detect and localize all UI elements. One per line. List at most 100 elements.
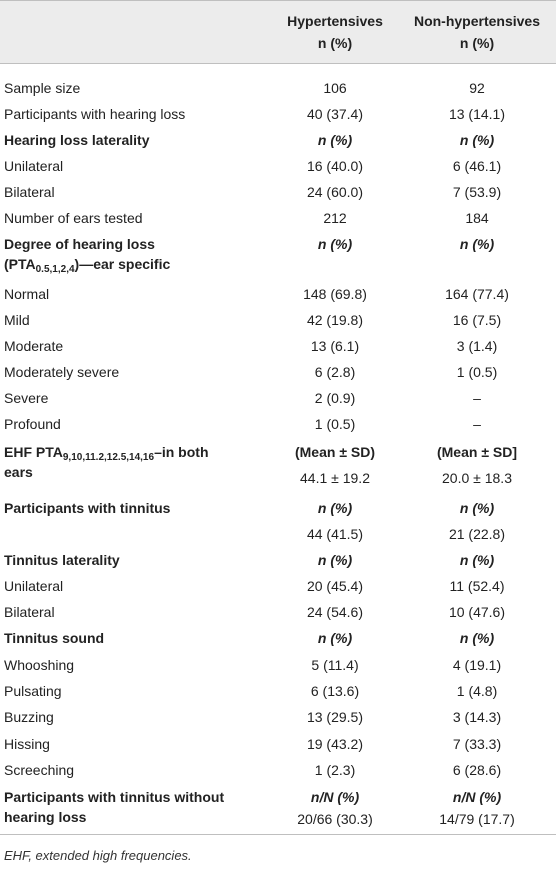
section-unit-hypertensives: n (%) [317, 132, 353, 148]
row-label: Hissing [4, 736, 50, 752]
section-unit-hypertensives: n (%) [317, 236, 353, 252]
row-label: Unilateral [4, 578, 64, 594]
header-non-hypertensives-title: Non-hypertensives [413, 13, 541, 29]
row-label: Mild [4, 312, 30, 328]
row-label: Moderate [4, 338, 64, 354]
row-value-hypertensives: 1 (0.5) [314, 416, 356, 432]
row-label: Unilateral [4, 158, 64, 174]
row-value-hypertensives: 106 [323, 80, 347, 96]
section-label: Participants with tinnitus without heari… [4, 787, 264, 827]
row-value-non-hypertensives: 10 (47.6) [448, 604, 506, 620]
row-value-hypertensives: 19 (43.2) [306, 736, 364, 752]
row-value-non-hypertensives: 6 (46.1) [452, 158, 502, 174]
row-value-hypertensives: 42 (19.8) [306, 312, 364, 328]
row-label: Pulsating [4, 683, 62, 699]
section-unit-hypertensives: n/N (%) [310, 789, 360, 805]
section-unit-non-hypertensives: n (%) [459, 500, 495, 516]
row-value-non-hypertensives: 184 [465, 210, 489, 226]
row-label: Buzzing [4, 709, 54, 725]
row-label: Profound [4, 416, 61, 432]
section-unit-hypertensives: n (%) [317, 552, 353, 568]
row-value-non-hypertensives: 21 (22.8) [448, 526, 506, 542]
row-value-non-hypertensives: 16 (7.5) [452, 312, 502, 328]
section-label: Hearing loss laterality [4, 132, 150, 148]
row-label: Participants with hearing loss [4, 106, 186, 122]
section-label-suffix: –in both [154, 444, 209, 460]
section-unit-non-hypertensives: (Mean ± SD] [436, 444, 518, 460]
row-value-hypertensives: 6 (2.8) [314, 364, 356, 380]
header-hypertensives-title: Hypertensives [287, 13, 383, 29]
row-value-non-hypertensives: 1 (4.8) [456, 683, 498, 699]
row-value-hypertensives: 13 (6.1) [310, 338, 360, 354]
table-header [0, 1, 556, 63]
section-label-line2: ears [4, 464, 33, 480]
section-unit-hypertensives: (Mean ± SD) [294, 444, 376, 460]
table-top-rule [0, 0, 556, 1]
row-label: Screeching [4, 762, 75, 778]
header-non-hypertensives: Non-hypertensives n (%) [400, 10, 554, 54]
section-label-line2: hearing loss [4, 809, 87, 825]
header-non-hypertensives-unit: n (%) [459, 35, 495, 51]
row-value-hypertensives: 24 (54.6) [306, 604, 364, 620]
section-label: Participants with tinnitus [4, 500, 171, 516]
row-value-hypertensives: 44.1 ± 19.2 [300, 470, 370, 486]
row-value-hypertensives: 6 (13.6) [310, 683, 360, 699]
section-unit-non-hypertensives: n (%) [459, 132, 495, 148]
row-value-non-hypertensives: 20.0 ± 18.3 [442, 470, 512, 486]
row-value-hypertensives: 2 (0.9) [314, 390, 356, 406]
row-value-hypertensives: 148 (69.8) [303, 286, 367, 302]
table-bottom-rule [0, 834, 556, 835]
row-value-hypertensives: 13 (29.5) [306, 709, 364, 725]
row-value-non-hypertensives: 3 (14.3) [452, 709, 502, 725]
section-label-line2: (PTA0.5,1,2,4)—ear specific [4, 254, 264, 275]
row-value-hypertensives: 212 [323, 210, 347, 226]
section-label: Degree of hearing loss (PTA0.5,1,2,4)—ea… [4, 234, 264, 275]
section-unit-non-hypertensives: n (%) [459, 552, 495, 568]
row-value-hypertensives: 24 (60.0) [306, 184, 364, 200]
section-label-line1: Participants with tinnitus without [4, 789, 225, 805]
row-value-non-hypertensives: 4 (19.1) [452, 657, 502, 673]
row-value-hypertensives: 44 (41.5) [306, 526, 364, 542]
row-label: Normal [4, 286, 50, 302]
row-label: Bilateral [4, 604, 55, 620]
row-label: Moderately severe [4, 364, 120, 380]
row-label: Whooshing [4, 657, 75, 673]
section-unit-hypertensives: n (%) [317, 500, 353, 516]
section-label: EHF PTA9,10,11.2,12.5,14,16–in both ears [4, 442, 264, 482]
row-value-hypertensives: 40 (37.4) [306, 106, 364, 122]
row-value-non-hypertensives: 164 (77.4) [445, 286, 509, 302]
section-label: Tinnitus sound [4, 630, 105, 646]
row-value-non-hypertensives: – [473, 416, 481, 432]
section-label-pta: (PTA [4, 256, 36, 272]
section-label-subscript: 9,10,11.2,12.5,14,16 [62, 452, 155, 463]
row-value-non-hypertensives: 1 (0.5) [456, 364, 498, 380]
row-value-non-hypertensives: 14/79 (17.7) [439, 811, 515, 827]
row-value-hypertensives: 16 (40.0) [306, 158, 364, 174]
section-unit-hypertensives: n (%) [317, 630, 353, 646]
row-value-hypertensives: 20 (45.4) [306, 578, 364, 594]
row-label: Number of ears tested [4, 210, 143, 226]
row-value-non-hypertensives: – [473, 390, 481, 406]
header-rule [0, 63, 556, 64]
section-label-ehf-pta: EHF PTA [4, 444, 63, 460]
row-label: Sample size [4, 80, 81, 96]
row-value-non-hypertensives: 7 (33.3) [452, 736, 502, 752]
header-hypertensives-unit: n (%) [317, 35, 353, 51]
row-value-non-hypertensives: 7 (53.9) [452, 184, 502, 200]
section-label-suffix: )—ear specific [74, 256, 171, 272]
row-value-non-hypertensives: 92 [469, 80, 485, 96]
row-label: Severe [4, 390, 49, 406]
row-value-hypertensives: 1 (2.3) [314, 762, 356, 778]
section-label-subscript: 0.5,1,2,4 [35, 264, 75, 275]
section-unit-non-hypertensives: n/N (%) [452, 789, 502, 805]
section-label: Tinnitus laterality [4, 552, 120, 568]
row-label: Bilateral [4, 184, 55, 200]
table-footnote: EHF, extended high frequencies. [4, 848, 192, 863]
row-value-non-hypertensives: 11 (52.4) [449, 578, 505, 594]
row-value-non-hypertensives: 13 (14.1) [448, 106, 506, 122]
row-value-non-hypertensives: 3 (1.4) [456, 338, 498, 354]
section-unit-non-hypertensives: n (%) [459, 236, 495, 252]
row-value-hypertensives: 5 (11.4) [311, 657, 359, 673]
row-value-non-hypertensives: 6 (28.6) [452, 762, 502, 778]
section-unit-non-hypertensives: n (%) [459, 630, 495, 646]
